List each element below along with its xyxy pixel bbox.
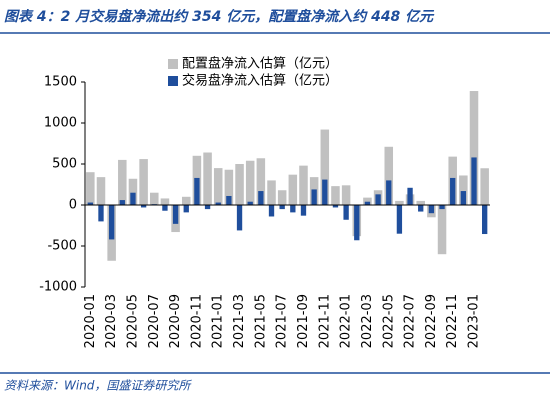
legend-label: 配置盘净流入估算（亿元） xyxy=(182,56,338,72)
x-tick-label: 2020-01 xyxy=(83,294,98,348)
bar xyxy=(236,205,243,231)
bar xyxy=(418,205,424,212)
bar xyxy=(277,190,287,205)
bar xyxy=(341,185,351,205)
y-tick-label: 0 xyxy=(69,198,77,213)
bar xyxy=(363,197,372,205)
bar xyxy=(471,157,477,205)
x-tick-label: 2021-05 xyxy=(253,294,268,348)
bar xyxy=(450,177,456,205)
x-tick-label: 2021-09 xyxy=(296,294,311,348)
bar xyxy=(290,205,296,213)
bar xyxy=(213,168,223,205)
bar xyxy=(215,202,221,205)
bar xyxy=(384,146,394,205)
bar xyxy=(460,191,467,205)
bar xyxy=(480,168,489,205)
x-tick-label: 2021-11 xyxy=(317,294,332,348)
bar xyxy=(375,194,381,205)
x-tick-label: 2021-01 xyxy=(211,294,226,348)
source: 资料来源：Wind，国盛证券研究所 xyxy=(4,379,192,393)
bar xyxy=(300,205,307,216)
x-tick-label: 2021-03 xyxy=(232,294,247,348)
bar xyxy=(203,152,212,205)
bar xyxy=(181,196,191,205)
bar xyxy=(87,202,93,205)
bar xyxy=(119,200,125,205)
y-tick-label: -1000 xyxy=(39,280,77,295)
bar xyxy=(386,180,392,205)
x-tick-label: 2022-01 xyxy=(339,294,354,348)
bar xyxy=(96,177,106,205)
bar xyxy=(322,179,328,205)
bar xyxy=(459,175,468,205)
x-tick-label: 2020-11 xyxy=(189,294,204,348)
x-tick-label: 2023-01 xyxy=(467,294,482,348)
y-tick-label: 1000 xyxy=(44,116,77,131)
bar xyxy=(194,177,200,205)
bar xyxy=(332,205,339,208)
bar xyxy=(162,205,168,211)
bar xyxy=(118,159,127,205)
legend-swatch xyxy=(168,76,178,86)
bar xyxy=(364,201,371,205)
x-tick-label: 2022-09 xyxy=(424,294,439,348)
x-tick-label: 2022-05 xyxy=(381,294,396,348)
bar xyxy=(331,186,340,205)
bar xyxy=(235,164,244,205)
legend-label: 交易盘净流入估算（亿元） xyxy=(182,73,338,89)
legend-swatch xyxy=(168,59,178,69)
bar xyxy=(258,191,264,205)
bar xyxy=(396,205,403,234)
bar xyxy=(245,160,255,205)
x-tick-label: 2021-07 xyxy=(275,294,290,348)
x-tick-label: 2022-07 xyxy=(403,294,418,348)
bar xyxy=(150,192,159,205)
bar xyxy=(416,200,425,205)
bar xyxy=(224,169,234,205)
bar xyxy=(279,205,285,210)
y-tick-label: 500 xyxy=(52,157,77,172)
bar xyxy=(183,205,189,213)
y-tick-label: 1500 xyxy=(44,75,77,90)
bar xyxy=(256,158,266,205)
bar xyxy=(108,205,115,240)
x-tick-label: 2022-11 xyxy=(445,294,460,348)
bar xyxy=(299,165,308,205)
bar xyxy=(204,205,211,210)
x-tick-label: 2020-05 xyxy=(125,294,140,348)
bar xyxy=(139,159,148,205)
bar xyxy=(268,205,275,217)
bar xyxy=(407,187,413,205)
chart-title: 图表 4：2 月交易盘净流出约 354 亿元，配置盘净流入约 448 亿元 xyxy=(4,8,435,25)
bar xyxy=(288,174,298,205)
bar xyxy=(247,201,253,205)
bar xyxy=(172,205,179,224)
bar xyxy=(311,189,317,205)
bar xyxy=(140,205,147,208)
bar xyxy=(469,91,479,205)
bar xyxy=(130,192,136,205)
bar xyxy=(160,198,170,205)
bar xyxy=(437,205,447,255)
x-tick-label: 2020-09 xyxy=(168,294,183,348)
bar xyxy=(343,205,349,220)
bar xyxy=(482,205,488,235)
x-tick-label: 2020-07 xyxy=(147,294,162,348)
bar xyxy=(439,205,445,210)
x-tick-label: 2022-03 xyxy=(360,294,375,348)
bar xyxy=(86,172,95,205)
bar xyxy=(98,205,104,222)
bar xyxy=(428,205,435,214)
x-tick-label: 2020-03 xyxy=(104,294,119,348)
bar xyxy=(320,129,330,205)
bar xyxy=(226,195,232,205)
y-tick-label: -500 xyxy=(47,239,77,254)
bar xyxy=(354,205,360,241)
bar xyxy=(128,178,138,205)
bar xyxy=(267,180,276,205)
bar xyxy=(395,200,404,205)
